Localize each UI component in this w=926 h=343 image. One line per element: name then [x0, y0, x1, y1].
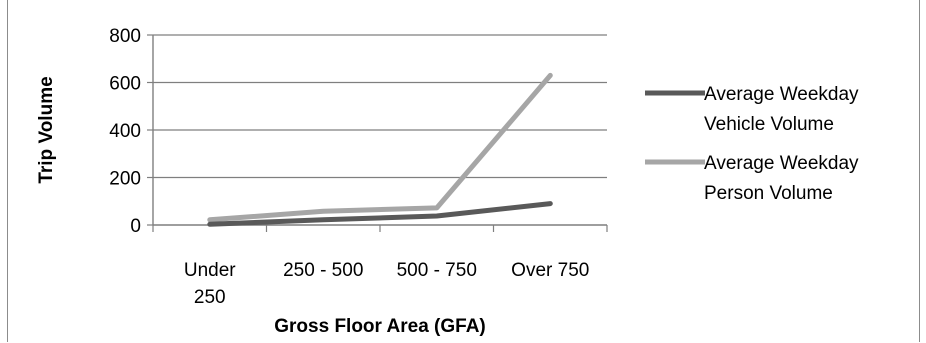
y-tick-labels: 0 200 400 600 800 — [109, 26, 141, 237]
legend: Average Weekday Vehicle Volume Average Wee… — [645, 84, 859, 204]
legend-label: Average Weekday Vehicle Volume — [704, 84, 859, 135]
series-lines — [207, 72, 553, 227]
y-tick-label: 600 — [109, 74, 141, 95]
series-line-2 — [207, 72, 553, 223]
y-tick-label: 400 — [109, 121, 141, 142]
y-axis-title: Trip Volume — [36, 76, 57, 183]
y-tick-label: 200 — [109, 169, 141, 190]
gridlines — [153, 34, 607, 179]
x-tick-label: Under 250 — [184, 260, 236, 308]
chart-frame — [7, 0, 920, 342]
y-tick-label: 0 — [130, 216, 141, 237]
series-line-1 — [207, 201, 553, 227]
y-tick-label: 800 — [109, 26, 141, 47]
x-tick-label: Over 750 — [511, 260, 589, 281]
legend-label: Average Weekday Person Volume — [704, 153, 859, 204]
x-axis-title: Gross Floor Area (GFA) — [274, 316, 486, 337]
x-tick-label: 500 - 750 — [397, 260, 477, 281]
x-tick-labels: Under 250 250 - 500 500 - 750 Over 750 — [184, 260, 589, 308]
x-tick-label: 250 - 500 — [283, 260, 363, 281]
